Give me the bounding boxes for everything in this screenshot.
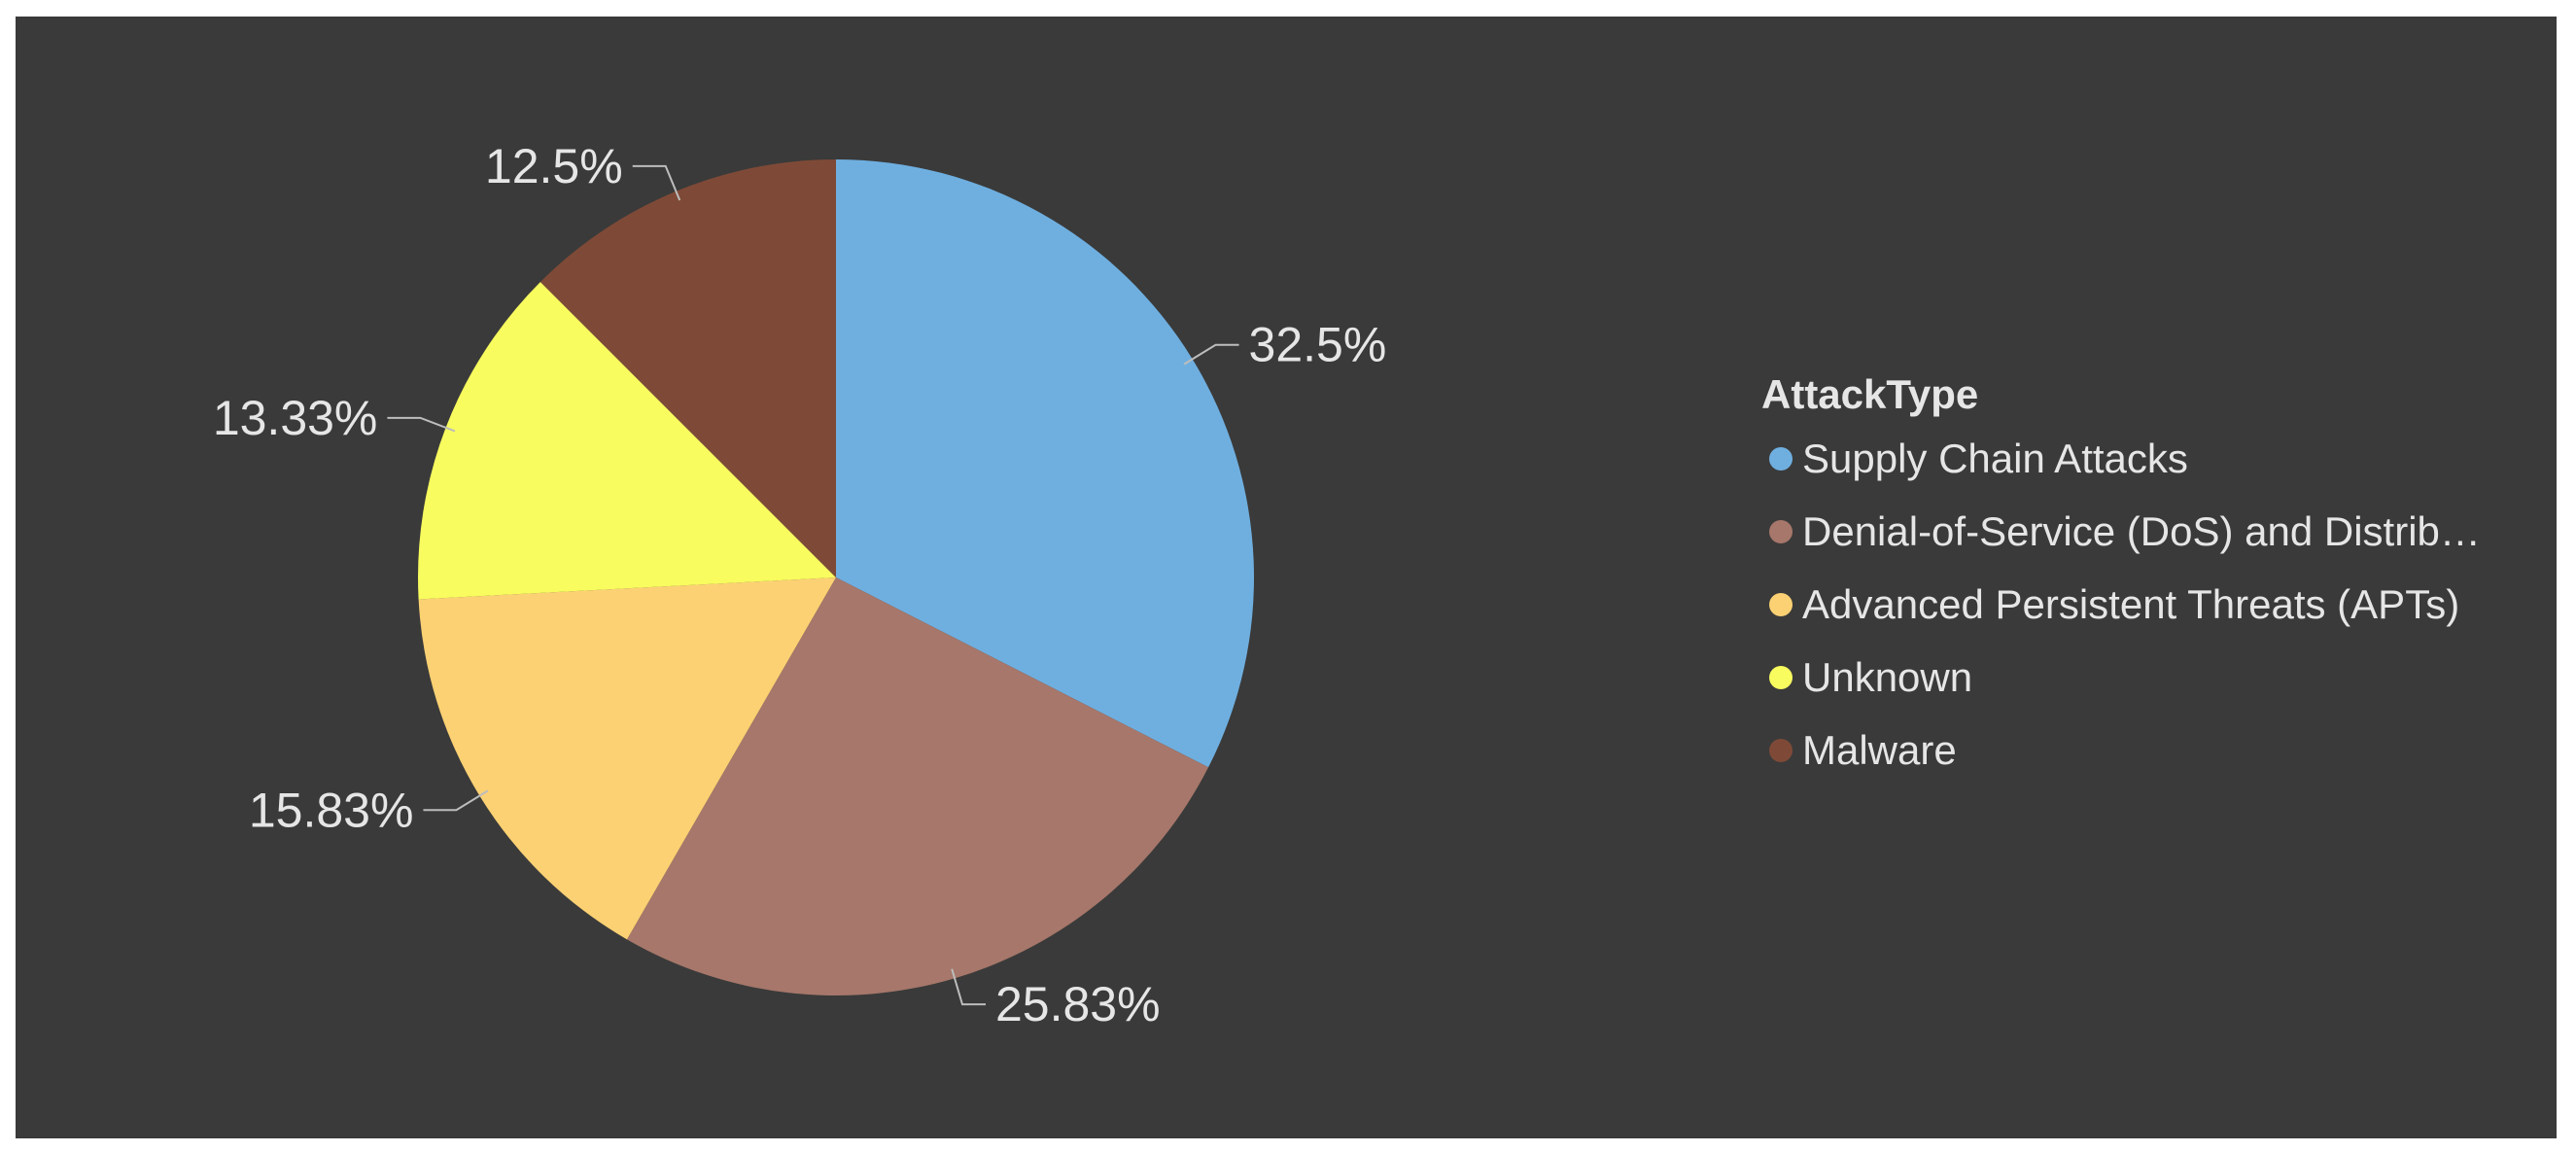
leader-line (423, 789, 489, 812)
legend-label: Advanced Persistent Threats (APTs) (1802, 580, 2460, 627)
legend-swatch (1769, 592, 1793, 616)
legend-label: Unknown (1802, 653, 1973, 700)
pie-slices (418, 159, 1254, 995)
legend-swatch (1769, 738, 1793, 762)
legend-item[interactable]: Unknown (1761, 641, 2539, 714)
legend-swatch (1769, 446, 1793, 471)
legend-items: Supply Chain Attacks Denial-of-Service (D… (1761, 422, 2539, 786)
pie-slice-denial-of-service-dos-and-distrib[interactable] (626, 577, 1209, 995)
legend-item[interactable]: Denial-of-Service (DoS) and Distrib… (1761, 495, 2539, 568)
legend-swatch (1769, 519, 1793, 543)
legend-item[interactable]: Malware (1761, 714, 2539, 786)
legend-item[interactable]: Supply Chain Attacks (1761, 422, 2539, 495)
pie-slice-malware[interactable] (540, 159, 836, 577)
pie-data-labels: 32.5% 25.83% 15.83% 13.33% 12.5% (213, 139, 1386, 1031)
leader-line (951, 968, 986, 1006)
leader-line (387, 416, 456, 433)
legend-label: Malware (1802, 726, 1957, 773)
legend: AttackType Supply Chain Attacks Denial-of… (1761, 367, 2539, 786)
pie-slice-supply-chain-attacks[interactable] (836, 159, 1254, 768)
data-label: 32.5% (1249, 318, 1387, 372)
legend-item[interactable]: Advanced Persistent Threats (APTs) (1761, 568, 2539, 641)
pie-slice-advanced-persistent-threats-apts[interactable] (418, 577, 836, 940)
data-label: 25.83% (995, 977, 1161, 1031)
pie-slice-unknown[interactable] (418, 281, 836, 600)
legend-title: AttackType (1761, 371, 1979, 417)
legend-label: Denial-of-Service (DoS) and Distrib… (1802, 507, 2481, 554)
leader-line (1183, 343, 1239, 366)
legend-label: Supply Chain Attacks (1802, 435, 2188, 481)
legend-swatch (1769, 665, 1793, 689)
data-label: 13.33% (213, 391, 378, 445)
leader-line (632, 164, 681, 201)
data-label: 12.5% (485, 139, 623, 193)
data-label: 15.83% (249, 783, 414, 837)
